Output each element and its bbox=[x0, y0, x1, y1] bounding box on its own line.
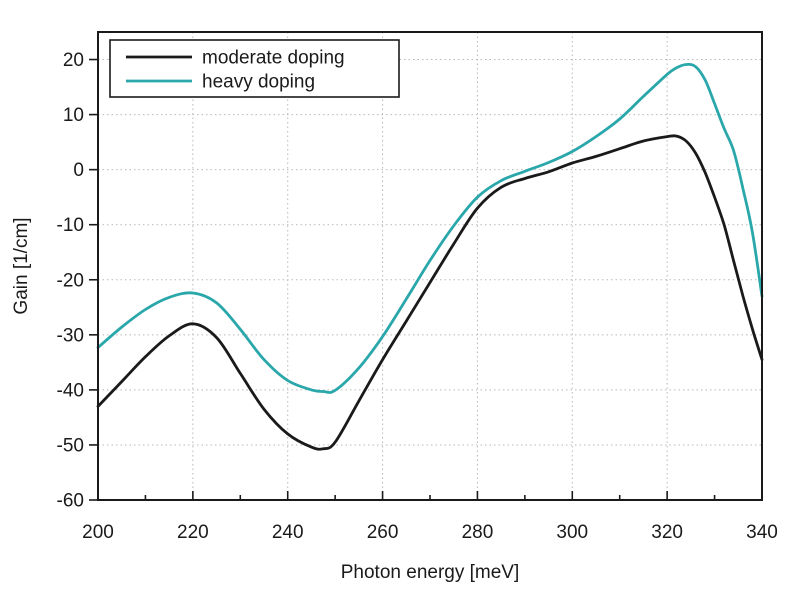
legend: moderate doping heavy doping bbox=[109, 39, 400, 98]
y-tick-label: 10 bbox=[63, 105, 84, 126]
x-tick-label: 240 bbox=[272, 522, 304, 543]
x-tick-label: 200 bbox=[82, 522, 114, 543]
x-tick-label: 220 bbox=[177, 522, 209, 543]
gridlines bbox=[98, 32, 762, 500]
tick-labels: 200 220 240 260 280 300 320 340-60-50-40-30-20-… bbox=[57, 50, 778, 543]
y-tick-label: -40 bbox=[57, 380, 84, 401]
legend-box bbox=[109, 39, 400, 98]
y-tick-label: -50 bbox=[57, 435, 84, 456]
legend-label-moderate-doping: moderate doping bbox=[202, 48, 345, 69]
x-tick-label: 340 bbox=[746, 522, 778, 543]
y-axis-title: Gain [1/cm] bbox=[11, 217, 32, 314]
x-tick-label: 260 bbox=[367, 522, 399, 543]
y-tick-label: -30 bbox=[57, 325, 84, 346]
series-line-moderate-doping bbox=[96, 134, 764, 451]
series-curves bbox=[96, 62, 764, 451]
plot-border bbox=[97, 31, 763, 501]
y-tick-label: 20 bbox=[63, 50, 84, 71]
legend-label-heavy-doping: heavy doping bbox=[202, 72, 315, 93]
x-tick-label: 280 bbox=[462, 522, 494, 543]
x-tick-label: 300 bbox=[556, 522, 588, 543]
series-line-heavy-doping bbox=[96, 62, 764, 394]
y-tick-label: -60 bbox=[57, 491, 84, 512]
y-tick-label: 0 bbox=[73, 160, 84, 181]
x-axis-title: Photon energy [meV] bbox=[341, 562, 520, 583]
x-tick-label: 320 bbox=[651, 522, 683, 543]
y-tick-label: -20 bbox=[57, 270, 84, 291]
y-tick-label: -10 bbox=[57, 215, 84, 236]
